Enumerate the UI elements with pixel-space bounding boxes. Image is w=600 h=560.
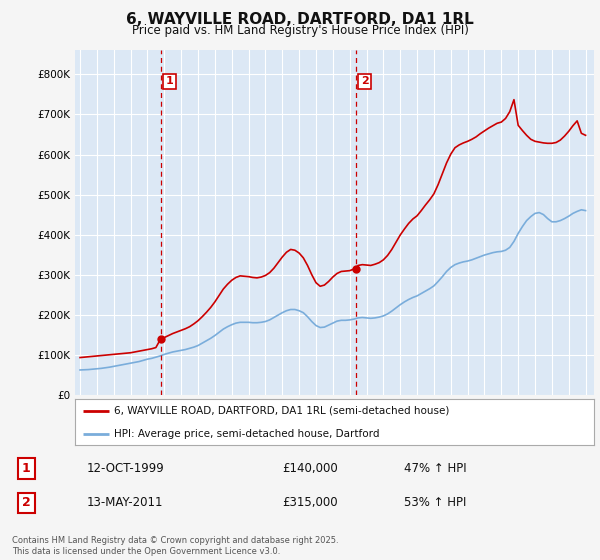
Text: 2: 2 — [361, 76, 369, 86]
Text: 2: 2 — [22, 496, 31, 510]
Text: 13-MAY-2011: 13-MAY-2011 — [87, 496, 163, 510]
Text: Price paid vs. HM Land Registry's House Price Index (HPI): Price paid vs. HM Land Registry's House … — [131, 24, 469, 36]
Text: Contains HM Land Registry data © Crown copyright and database right 2025.
This d: Contains HM Land Registry data © Crown c… — [12, 536, 338, 556]
Text: HPI: Average price, semi-detached house, Dartford: HPI: Average price, semi-detached house,… — [114, 429, 379, 438]
Text: 6, WAYVILLE ROAD, DARTFORD, DA1 1RL (semi-detached house): 6, WAYVILLE ROAD, DARTFORD, DA1 1RL (sem… — [114, 406, 449, 416]
Text: 12-OCT-1999: 12-OCT-1999 — [87, 462, 164, 475]
Text: 1: 1 — [166, 76, 173, 86]
Text: 53% ↑ HPI: 53% ↑ HPI — [404, 496, 466, 510]
Text: 47% ↑ HPI: 47% ↑ HPI — [404, 462, 466, 475]
Text: £315,000: £315,000 — [283, 496, 338, 510]
Text: £140,000: £140,000 — [283, 462, 338, 475]
Text: 6, WAYVILLE ROAD, DARTFORD, DA1 1RL: 6, WAYVILLE ROAD, DARTFORD, DA1 1RL — [126, 12, 474, 27]
Text: 1: 1 — [22, 462, 31, 475]
